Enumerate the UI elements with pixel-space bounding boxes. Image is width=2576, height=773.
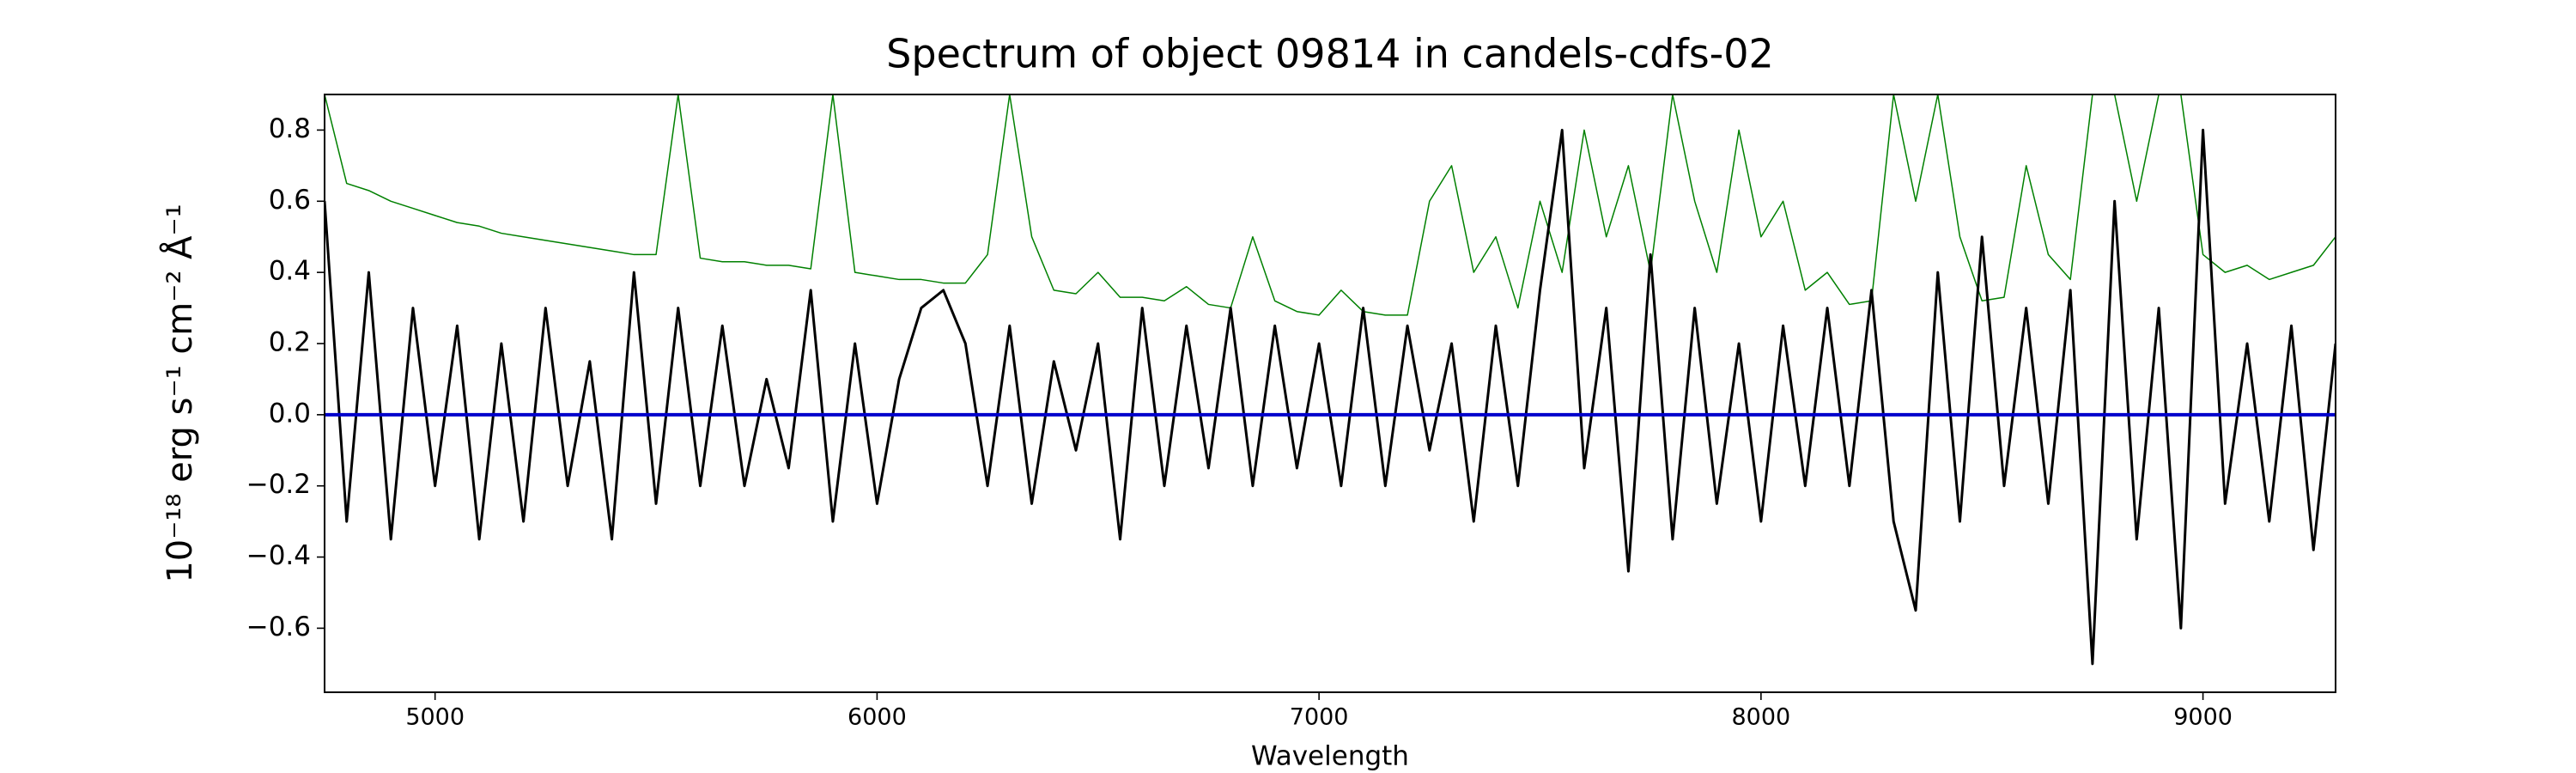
spectrum-line bbox=[325, 94, 2336, 316]
x-tick-label: 9000 bbox=[2173, 704, 2233, 731]
y-tick-label: 0.0 bbox=[269, 398, 311, 429]
y-axis-label: 10⁻¹⁸ erg s⁻¹ cm⁻² Å⁻¹ bbox=[159, 204, 200, 582]
plot-frame bbox=[324, 94, 2336, 693]
spectrum-line bbox=[325, 128, 2336, 666]
y-tick-label: 0.6 bbox=[269, 185, 311, 216]
plot-lines bbox=[325, 94, 2336, 666]
y-tick-label: 0.8 bbox=[269, 113, 311, 144]
x-axis-label: Wavelength bbox=[1251, 741, 1409, 772]
y-tick-label: 0.2 bbox=[269, 327, 311, 358]
y-tick-label: −0.4 bbox=[246, 540, 311, 571]
y-tick-label: −0.6 bbox=[246, 612, 311, 642]
chart-title: Spectrum of object 09814 in candels-cdfs… bbox=[886, 31, 1774, 77]
x-tick-label: 5000 bbox=[405, 704, 465, 731]
x-tick-label: 7000 bbox=[1290, 704, 1349, 731]
x-tick-label: 6000 bbox=[848, 704, 907, 731]
y-tick-label: 0.4 bbox=[269, 256, 311, 287]
y-tick-label: −0.2 bbox=[246, 469, 311, 500]
x-tick-label: 8000 bbox=[1731, 704, 1790, 731]
